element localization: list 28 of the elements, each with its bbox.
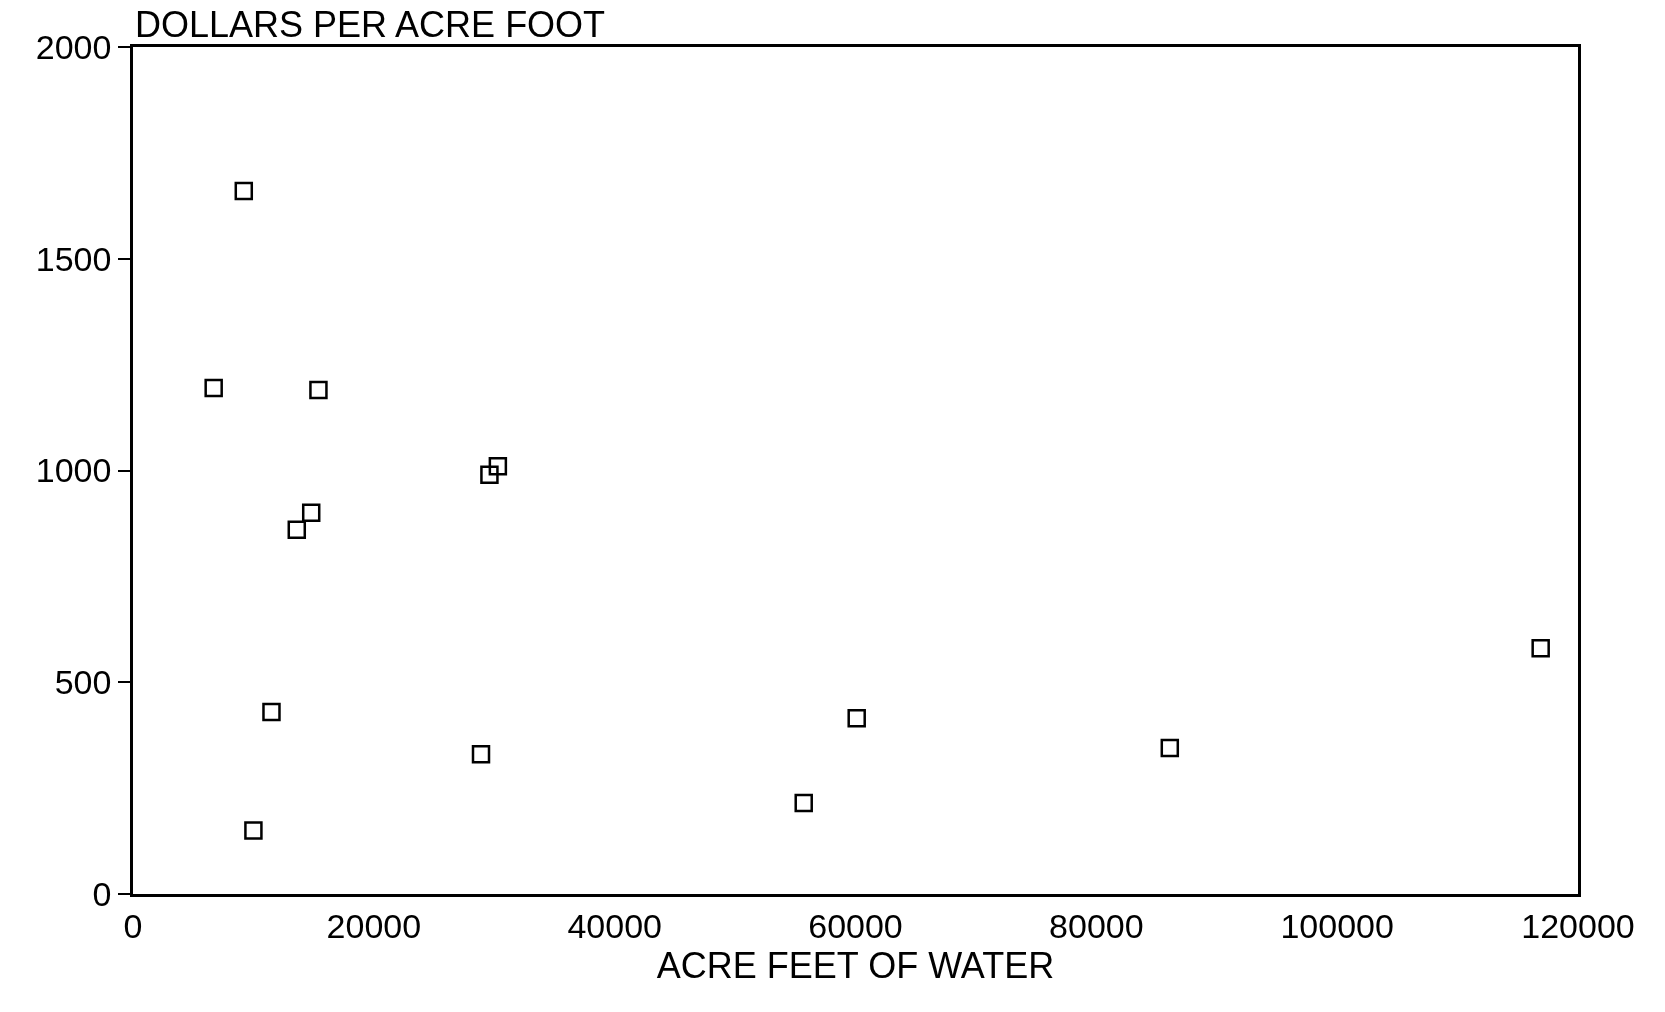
x-tick-label: 40000 xyxy=(567,906,662,945)
y-tick-label: 0 xyxy=(92,874,112,913)
point xyxy=(301,503,321,523)
x-tick-label: 80000 xyxy=(1049,906,1144,945)
x-axis-title: ACRE FEET OF WATER xyxy=(656,944,1055,986)
x-tick-label: 120000 xyxy=(1521,906,1635,945)
y-tick-label: 1500 xyxy=(35,239,112,278)
point xyxy=(1531,639,1550,658)
x-tick-label: 60000 xyxy=(808,906,903,945)
point xyxy=(471,745,491,764)
point xyxy=(794,793,813,813)
point xyxy=(847,709,866,728)
point xyxy=(204,378,223,398)
y-tick-label: 500 xyxy=(54,663,112,702)
point xyxy=(488,457,508,476)
point xyxy=(1160,738,1180,758)
x-tick-label: 0 xyxy=(123,906,143,945)
y-tick-label: 1000 xyxy=(35,451,112,490)
point xyxy=(480,465,499,484)
y-axis-title: DOLLARS PER ACRE FOOT xyxy=(135,4,606,45)
point xyxy=(262,702,281,722)
y-tick-label: 2000 xyxy=(35,27,112,66)
point xyxy=(244,821,263,840)
x-tick-label: 100000 xyxy=(1280,906,1394,945)
point xyxy=(234,181,254,201)
x-tick-label: 20000 xyxy=(326,906,422,945)
point xyxy=(309,380,328,400)
point xyxy=(287,520,307,540)
